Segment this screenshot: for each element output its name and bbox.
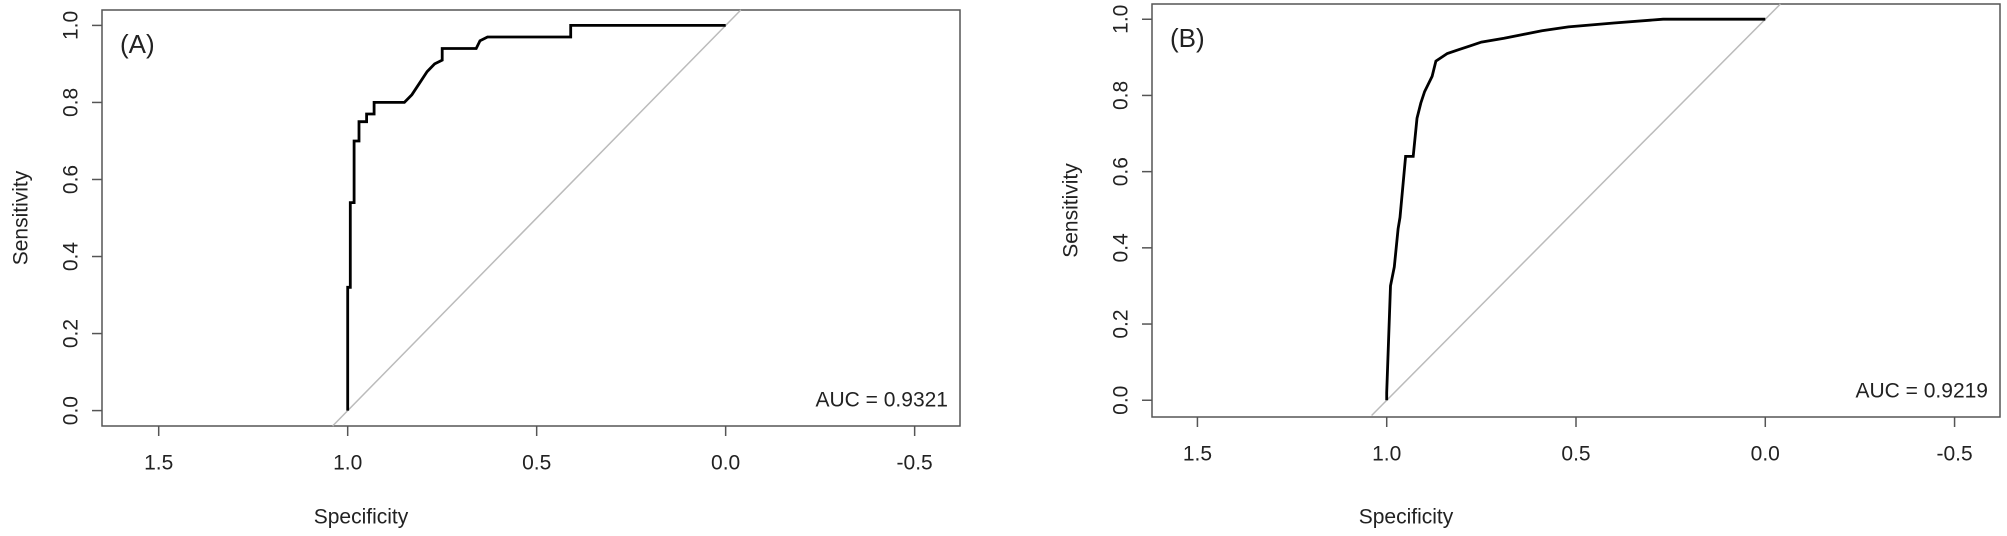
y-tick-label: 0.6 [60,165,83,194]
x-tick-label: 1.0 [1372,443,1401,466]
y-tick-label: 1.0 [60,11,83,40]
x-tick-label: -0.5 [897,452,933,475]
auc-annotation: AUC = 0.9321 [815,389,948,412]
auc-annotation: AUC = 0.9219 [1855,380,1988,403]
y-tick-label: 1.0 [1110,5,1133,34]
y-tick-label: 0.4 [1110,233,1133,263]
plot-frame [101,9,961,427]
y-axis-label: Sensitivity [10,170,33,265]
x-axis-label: Specificity [1359,506,1454,529]
roc-curve [346,24,726,411]
y-tick-label: 0.2 [1110,309,1133,338]
reference-line [1371,3,1781,417]
x-tick-label: 0.0 [711,452,740,475]
x-tick-label: 1.5 [1183,443,1212,466]
x-tick-label: 0.5 [522,452,551,475]
x-tick-label: 1.0 [333,452,362,475]
x-tick-label: -0.5 [1936,443,1972,466]
y-tick-label: 0.8 [1110,81,1133,110]
x-tick-label: 1.5 [144,452,173,475]
y-tick-label: 0.0 [60,396,83,425]
reference-line [332,9,742,427]
roc-curve [1385,17,1766,401]
y-tick-label: 0.2 [60,319,83,348]
y-tick-label: 0.0 [1110,386,1133,415]
panel-title: (B) [1170,23,1205,53]
x-tick-label: 0.5 [1561,443,1590,466]
y-axis-label: Sensitivity [1060,163,1083,258]
y-tick-label: 0.4 [60,242,83,272]
y-tick-label: 0.8 [60,88,83,117]
panel-title: (A) [120,29,155,59]
x-axis-label: Specificity [314,506,409,529]
x-tick-label: 0.0 [1751,443,1780,466]
y-tick-label: 0.6 [1110,157,1133,186]
